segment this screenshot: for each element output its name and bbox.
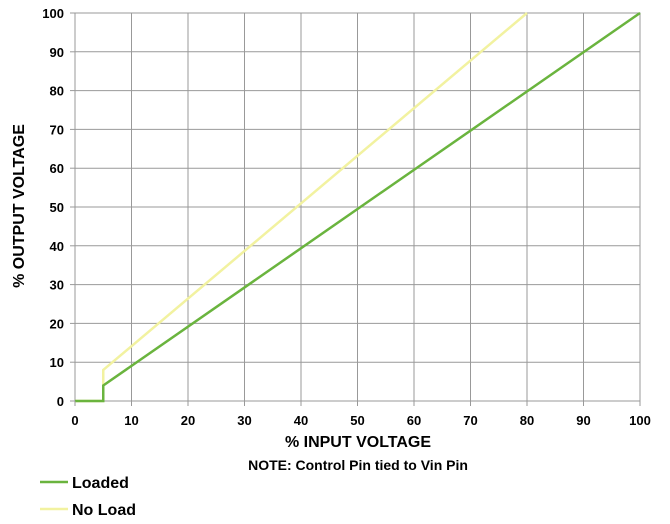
y-tick-label: 10 [50, 355, 64, 370]
y-tick-label: 80 [50, 84, 64, 99]
x-tick-label: 10 [124, 413, 138, 428]
x-tick-label: 100 [629, 413, 651, 428]
chart-note: NOTE: Control Pin tied to Vin Pin [248, 457, 468, 473]
legend: Loaded No Load [40, 475, 136, 519]
x-tick-label: 60 [407, 413, 421, 428]
legend-label-loaded: Loaded [72, 475, 129, 492]
y-tick-label: 100 [42, 6, 64, 21]
series-layer [75, 11, 641, 403]
y-tick-label: 30 [50, 278, 64, 293]
x-tick-label: 30 [237, 413, 251, 428]
x-axis-title: % INPUT VOLTAGE [285, 434, 431, 451]
x-tick-label: 70 [463, 413, 477, 428]
x-tick-label: 90 [576, 413, 590, 428]
y-tick-label: 90 [50, 45, 64, 60]
y-tick-label: 0 [57, 394, 64, 409]
x-tick-label: 80 [520, 413, 534, 428]
x-tick-label: 20 [181, 413, 195, 428]
series-line-loaded [75, 11, 641, 403]
y-tick-label: 20 [50, 316, 64, 331]
y-tick-label: 50 [50, 200, 64, 215]
x-tick-label: 40 [294, 413, 308, 428]
y-axis-title: % OUTPUT VOLTAGE [11, 124, 28, 288]
y-tick-label: 70 [50, 122, 64, 137]
y-tick-label: 40 [50, 239, 64, 254]
y-tick-label: 60 [50, 161, 64, 176]
legend-label-no-load: No Load [72, 502, 136, 519]
y-axis-ticks: 0 10 20 30 40 50 60 70 80 90 100 [42, 6, 75, 409]
x-tick-label: 0 [71, 413, 78, 428]
x-axis-ticks: 0 10 20 30 40 50 60 70 80 90 100 [71, 401, 651, 428]
x-tick-label: 50 [350, 413, 364, 428]
